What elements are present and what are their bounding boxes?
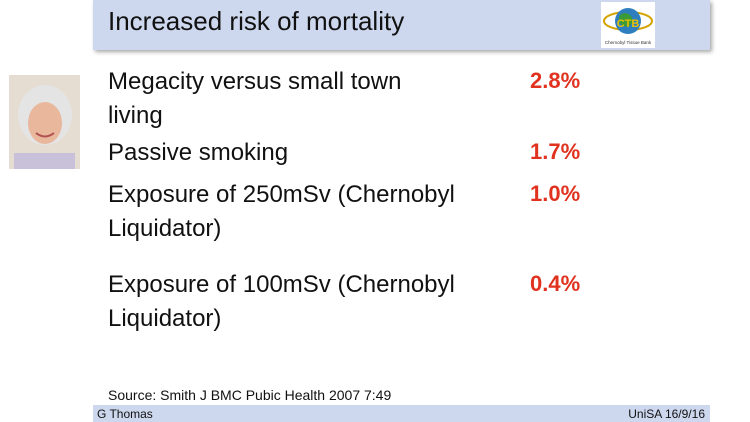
risk-value: 1.0% — [530, 181, 581, 206]
footer-date: UniSA 16/9/16 — [628, 407, 705, 421]
logo-initials: CTB — [617, 18, 640, 30]
risk-label: Exposure of 250mSv (Chernobyl — [108, 181, 455, 208]
portrait-photo — [9, 75, 80, 169]
risk-value: 1.7% — [530, 139, 581, 164]
source-note: Source: Smith J BMC Pubic Health 2007 7:… — [108, 387, 392, 403]
slide-title: Increased risk of mortality — [108, 6, 405, 36]
risk-label: Exposure of 100mSv (Chernobyl — [108, 271, 455, 298]
risk-value: 0.4% — [530, 271, 581, 296]
risk-label: living — [108, 102, 163, 129]
risk-label: Liquidator) — [108, 215, 222, 242]
risk-label: Liquidator) — [108, 305, 222, 332]
footer-author: G Thomas — [97, 407, 153, 421]
risk-label: Passive smoking — [108, 139, 289, 166]
risk-label: Megacity versus small town — [108, 68, 402, 95]
logo-caption: Chernobyl Tissue Bank — [605, 40, 652, 45]
footer-bar — [93, 405, 710, 422]
risk-value: 2.8% — [530, 68, 581, 93]
logo: CTB Chernobyl Tissue Bank — [601, 2, 655, 48]
